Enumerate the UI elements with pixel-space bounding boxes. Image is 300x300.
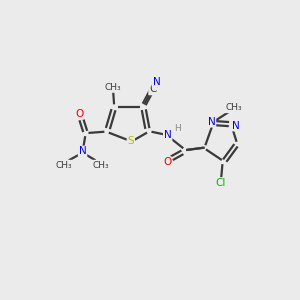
- Text: N: N: [152, 77, 160, 87]
- Text: N: N: [164, 130, 172, 140]
- Text: H: H: [174, 124, 181, 133]
- Text: CH₃: CH₃: [225, 103, 242, 112]
- Text: N: N: [232, 121, 239, 130]
- Text: O: O: [76, 109, 84, 119]
- Text: N: N: [79, 146, 86, 157]
- Text: Cl: Cl: [215, 178, 226, 188]
- Text: CH₃: CH₃: [92, 160, 109, 169]
- Text: C: C: [149, 85, 157, 94]
- Text: S: S: [128, 136, 134, 146]
- Text: CH₃: CH₃: [104, 83, 121, 92]
- Text: CH₃: CH₃: [55, 160, 72, 169]
- Text: N: N: [208, 117, 215, 127]
- Text: O: O: [163, 158, 171, 167]
